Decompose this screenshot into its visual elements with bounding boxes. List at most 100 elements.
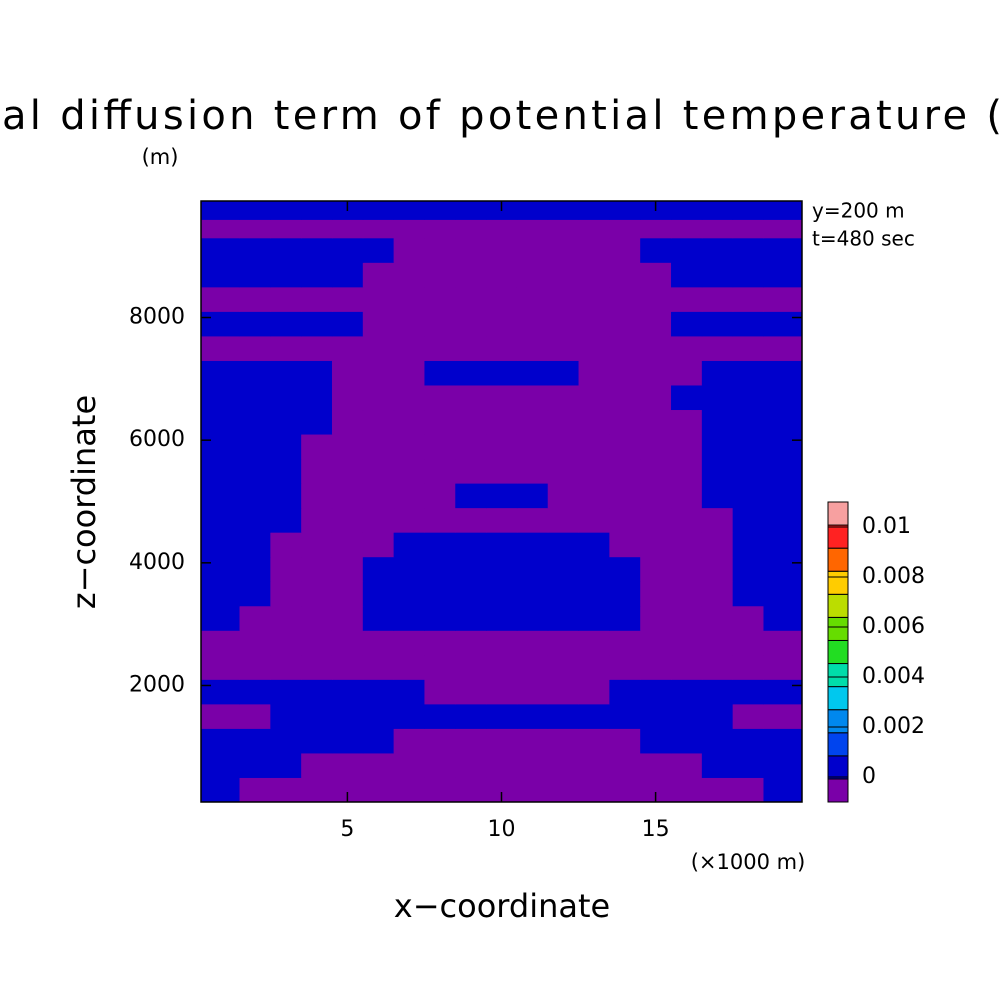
contour-cell [424,219,456,239]
contour-cell [547,556,580,582]
field [201,201,803,803]
contour-cell [239,286,271,312]
contour-cell [578,384,610,411]
contour-cell [201,777,241,803]
contour-cell [516,201,549,220]
contour-cell [362,728,395,754]
contour-cell [578,262,610,288]
contour-cell [331,728,364,754]
contour-cell [393,728,425,754]
contour-cell [671,360,703,386]
contour-cell [671,262,703,288]
contour-cell [671,630,703,656]
contour-cell [239,201,271,220]
contour-cell [270,360,302,386]
contour-cell [732,384,764,411]
contour-cell [763,262,803,288]
contour-cell [393,286,425,312]
colorbar-swatch [827,570,849,595]
contour-cell [609,728,641,754]
contour-cell [671,703,703,729]
contour-cell [331,262,364,288]
contour-cell [701,286,734,312]
contour-cell [239,605,271,631]
contour-cell [362,654,395,680]
contour-cell [270,752,302,778]
contour-cell [763,556,803,582]
contour-cell [609,507,641,533]
contour-cell [609,286,641,312]
contour-cell [547,483,580,509]
contour-cell [393,311,425,337]
contour-cell [239,556,271,582]
contour-cell [516,219,549,239]
contour-cell [486,219,518,239]
contour-cell [424,360,456,386]
contour-cell [393,532,425,558]
contour-cell [763,384,803,411]
contour-cell [393,384,425,411]
contour-cell [547,777,580,803]
contour-cell [640,219,672,239]
contour-cell [701,556,734,582]
contour-cell [424,752,456,778]
contour-cell [578,703,610,729]
contour-cell [201,654,241,680]
contour-cell [362,409,395,435]
x-tick-label: 5 [340,817,354,842]
contour-cell [270,581,302,607]
y-tick-label: 8000 [129,305,185,330]
contour-cell [763,532,803,558]
x-tick-label: 15 [642,817,670,842]
contour-cell [393,409,425,435]
contour-cell [455,654,487,680]
contour-cell [239,262,271,288]
contour-cell [671,777,703,803]
contour-cell [393,483,425,509]
contour-cell [455,728,487,754]
colorbar-label: 0 [862,764,876,789]
contour-cell [362,434,395,460]
contour-cell [201,458,241,484]
contour-cell [486,605,518,631]
contour-cell [486,360,518,386]
contour-cell [701,630,734,656]
contour-cell [671,201,703,220]
contour-cell [301,581,333,607]
contour-cell [239,703,271,729]
contour-cell [301,483,333,509]
contour-cell [455,286,487,312]
contour-cell [301,605,333,631]
contour-cell [331,556,364,582]
contour-cell [547,201,580,220]
contour-cell [547,679,580,705]
contour-cell [671,752,703,778]
contour-cell [362,605,395,631]
contour-cell [547,384,580,411]
contour-cell [331,532,364,558]
contour-cell [516,581,549,607]
contour-cell [578,556,610,582]
contour-cell [201,679,241,705]
contour-cell [486,507,518,533]
contour-cell [578,237,610,263]
contour-cell [301,311,333,337]
contour-cell [201,201,241,220]
contour-cell [732,777,764,803]
contour-cell [331,654,364,680]
contour-cell [763,286,803,312]
contour-cell [455,219,487,239]
x-unit: (×1000 m) [691,850,806,874]
contour-cell [239,483,271,509]
contour-cell [701,752,734,778]
contour-cell [763,201,803,220]
contour-cell [331,458,364,484]
contour-cell [239,311,271,337]
contour-cell [609,777,641,803]
contour-cell [640,262,672,288]
contour-cell [331,703,364,729]
contour-cell [331,605,364,631]
contour-cell [763,777,803,803]
axes: 5 10 15 2000 4000 6000 8000 [129,200,803,842]
contour-cell [640,581,672,607]
